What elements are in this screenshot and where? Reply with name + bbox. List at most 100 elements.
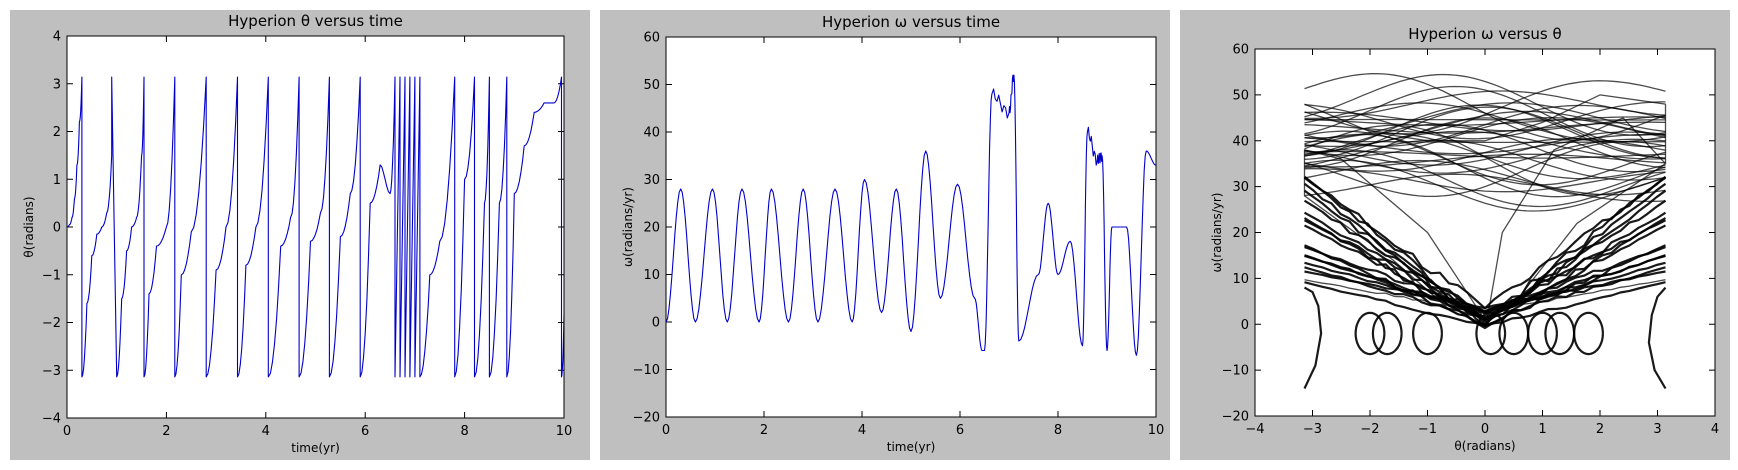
theta-time-chart: Hyperion θ versus time 0 2 4 6 8 10 −4 −3 −2 −1 0 1 2… bbox=[10, 10, 590, 460]
y-tick-label: 20 bbox=[1232, 226, 1249, 241]
y-tick-label: −10 bbox=[1222, 364, 1249, 379]
phase-trajectory-55 bbox=[1303, 176, 1667, 310]
y-tick-label: −20 bbox=[633, 411, 660, 426]
y-axis-label: ω(radians/yr) bbox=[621, 187, 635, 267]
y-tick-label: 50 bbox=[643, 78, 660, 93]
x-axis-label: θ(radians) bbox=[1454, 439, 1515, 453]
x-tick-label: 0 bbox=[662, 423, 670, 438]
x-tick-label: 10 bbox=[556, 424, 573, 439]
x-tick-label: 4 bbox=[262, 424, 270, 439]
phase-trajectory-32 bbox=[1304, 168, 1666, 193]
phase-trajectory-51 bbox=[1303, 199, 1667, 322]
y-axis-label: θ(radians) bbox=[22, 196, 36, 257]
phase-trajectory-66 bbox=[1647, 286, 1667, 390]
y-tick-label: 3 bbox=[53, 77, 61, 92]
y-tick-label: 10 bbox=[643, 268, 660, 283]
phase-trajectory-61 bbox=[1498, 311, 1530, 356]
plot-area bbox=[665, 36, 1157, 418]
y-tick-label: 60 bbox=[1232, 43, 1249, 58]
x-tick-label: −4 bbox=[1245, 422, 1264, 437]
phase-trajectory-37 bbox=[1304, 106, 1666, 160]
y-tick-label: 1 bbox=[53, 173, 61, 188]
y-tick-label: 4 bbox=[53, 30, 61, 45]
plot-area bbox=[66, 35, 565, 419]
phase-trajectory-48 bbox=[1304, 254, 1666, 314]
series-group bbox=[1303, 73, 1667, 390]
phase-trajectory-36 bbox=[1304, 102, 1666, 139]
x-tick-label: 10 bbox=[1148, 423, 1165, 438]
chart-title: Hyperion ω versus θ bbox=[1408, 25, 1561, 43]
x-tick-label: 3 bbox=[1653, 422, 1661, 437]
phase-trajectory-54 bbox=[1304, 224, 1666, 320]
y-tick-label: 2 bbox=[53, 125, 61, 140]
chart-title: Hyperion θ versus time bbox=[228, 12, 403, 30]
phase-trajectory-60 bbox=[1475, 311, 1507, 356]
y-tick-label: −1 bbox=[42, 268, 61, 283]
omega-series-line bbox=[666, 74, 1156, 356]
phase-trajectory-59 bbox=[1412, 311, 1443, 356]
y-tick-label: 60 bbox=[643, 31, 660, 46]
phase-trajectory-22 bbox=[1304, 131, 1666, 166]
x-tick-label: 4 bbox=[858, 423, 866, 438]
phase-trajectory-23 bbox=[1304, 153, 1666, 168]
phase-trajectory-38 bbox=[1304, 116, 1666, 127]
phase-trajectory-62 bbox=[1527, 311, 1558, 356]
x-tick-label: 8 bbox=[1054, 423, 1062, 438]
y-tick-label: 50 bbox=[1232, 88, 1249, 103]
phase-trajectory-28 bbox=[1304, 173, 1666, 203]
phase-trajectory-63 bbox=[1544, 311, 1576, 356]
phase-trajectory-19 bbox=[1304, 140, 1666, 144]
x-tick-label: 2 bbox=[760, 423, 768, 438]
y-tick-label: −20 bbox=[1222, 410, 1249, 425]
y-tick-label: 0 bbox=[1241, 318, 1249, 333]
x-axis-label: time(yr) bbox=[887, 440, 936, 454]
x-axis-label: time(yr) bbox=[291, 441, 340, 455]
phase-trajectory-2 bbox=[1304, 73, 1666, 136]
series-group bbox=[666, 74, 1156, 356]
x-tick-label: −1 bbox=[1418, 422, 1437, 437]
series-group bbox=[67, 76, 564, 378]
phase-trajectory-57 bbox=[1354, 311, 1386, 356]
phase-trajectory-64 bbox=[1573, 311, 1604, 356]
y-tick-label: −4 bbox=[42, 412, 61, 427]
x-tick-label: −3 bbox=[1303, 422, 1322, 437]
x-tick-label: 2 bbox=[162, 424, 170, 439]
x-tick-label: 6 bbox=[361, 424, 369, 439]
x-tick-label: 4 bbox=[1711, 422, 1719, 437]
phase-trajectory-46 bbox=[1303, 189, 1667, 325]
x-tick-label: −2 bbox=[1360, 422, 1379, 437]
y-tick-label: 30 bbox=[1232, 180, 1249, 195]
y-tick-label: 10 bbox=[1232, 272, 1249, 287]
y-tick-label: 20 bbox=[643, 221, 660, 236]
phase-trajectory-24 bbox=[1304, 118, 1666, 121]
chart-title: Hyperion ω versus time bbox=[822, 13, 1000, 31]
x-tick-label: 0 bbox=[1481, 422, 1489, 437]
theta-series-line bbox=[67, 76, 564, 378]
phase-trajectory-56 bbox=[1303, 182, 1667, 327]
y-tick-label: 40 bbox=[643, 126, 660, 141]
y-tick-label: 0 bbox=[652, 316, 660, 331]
x-tick-label: 8 bbox=[460, 424, 468, 439]
phase-trajectory-13 bbox=[1304, 104, 1666, 159]
omega-theta-chart: Hyperion ω versus θ−4 −3 −2 −1 0 1 2 3 4−20−1001… bbox=[1180, 10, 1730, 460]
phase-trajectory-31 bbox=[1304, 139, 1666, 181]
phase-trajectory-30 bbox=[1304, 121, 1666, 134]
x-tick-label: 0 bbox=[63, 424, 71, 439]
phase-trajectory-35 bbox=[1304, 138, 1666, 174]
y-tick-label: 40 bbox=[1232, 134, 1249, 149]
phase-trajectory-8 bbox=[1304, 117, 1666, 169]
y-tick-label: −2 bbox=[42, 316, 61, 331]
phase-trajectory-65 bbox=[1303, 286, 1323, 389]
x-tick-label: 1 bbox=[1538, 422, 1546, 437]
phase-trajectory-26 bbox=[1304, 101, 1666, 140]
y-tick-label: −3 bbox=[42, 364, 61, 379]
y-axis-label: ω(radians/yr) bbox=[1210, 193, 1224, 273]
omega-time-chart: Hyperion ω versus time 0 2 4 6 8 10 −20 −10 0 10 20… bbox=[600, 10, 1170, 460]
x-tick-label: 6 bbox=[956, 423, 964, 438]
phase-trajectory-12 bbox=[1304, 117, 1666, 157]
y-tick-label: 30 bbox=[643, 173, 660, 188]
x-tick-label: 2 bbox=[1596, 422, 1604, 437]
phase-trajectory-11 bbox=[1304, 130, 1666, 186]
phase-trajectory-53 bbox=[1303, 217, 1667, 330]
